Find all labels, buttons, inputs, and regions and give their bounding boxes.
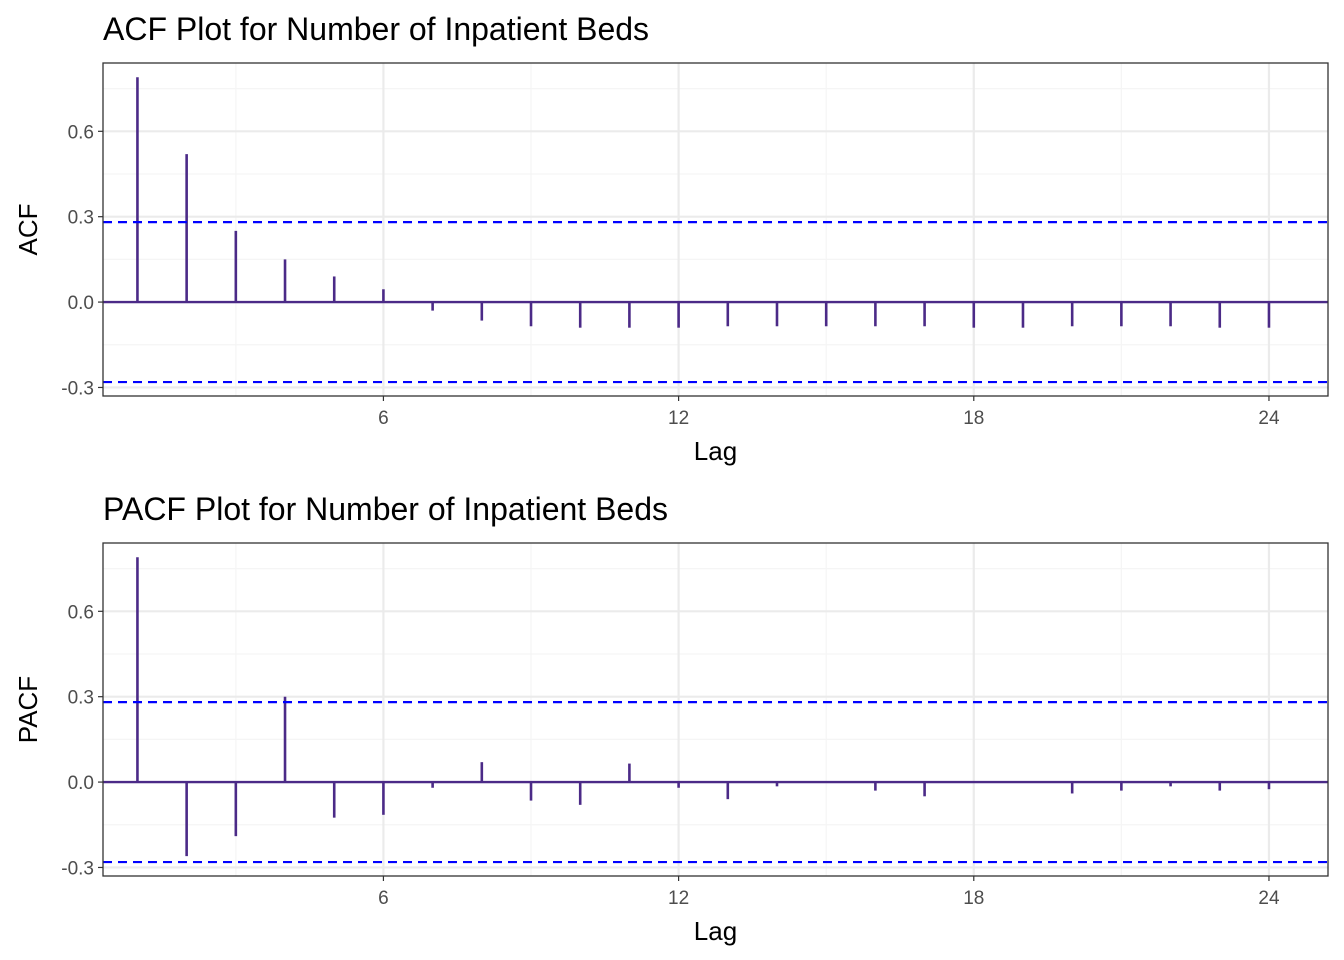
x-tick-label: 12 [668,408,689,429]
x-axis-title: Lag [694,436,737,466]
panel-border [102,62,1329,397]
y-tick-label: 0.6 [68,122,94,143]
acf-chart: -0.3 0.0 0.3 0.6 6 12 18 24 ACF Plot for Number … [13,11,1329,466]
x-tick-label: 6 [378,888,389,909]
x-tick-label: 18 [963,888,984,909]
y-tick-label: 0.3 [68,688,94,709]
pacf-chart: -0.3 0.0 0.3 0.6 6 12 18 24 PACF Plot for Number… [13,491,1329,946]
panel-border [102,542,1329,877]
y-tick-label: -0.3 [61,858,94,879]
y-tick-label: 0.6 [68,602,94,623]
panel-background [103,63,1328,396]
y-tick-label: 0.0 [68,293,94,314]
chart-title: PACF Plot for Number of Inpatient Beds [103,491,668,527]
panel-background [103,543,1328,876]
x-tick-label: 6 [378,408,389,429]
x-tick-label: 24 [1258,888,1280,909]
y-axis-title: PACF [13,676,43,743]
y-tick-label: 0.0 [68,773,94,794]
x-tick-label: 24 [1258,408,1280,429]
x-tick-label: 12 [668,888,689,909]
y-axis-title: ACF [13,204,43,256]
x-axis-title: Lag [694,916,737,946]
y-tick-label: -0.3 [61,378,94,399]
y-tick-label: 0.3 [68,208,94,229]
x-tick-label: 18 [963,408,984,429]
chart-title: ACF Plot for Number of Inpatient Beds [103,11,649,47]
